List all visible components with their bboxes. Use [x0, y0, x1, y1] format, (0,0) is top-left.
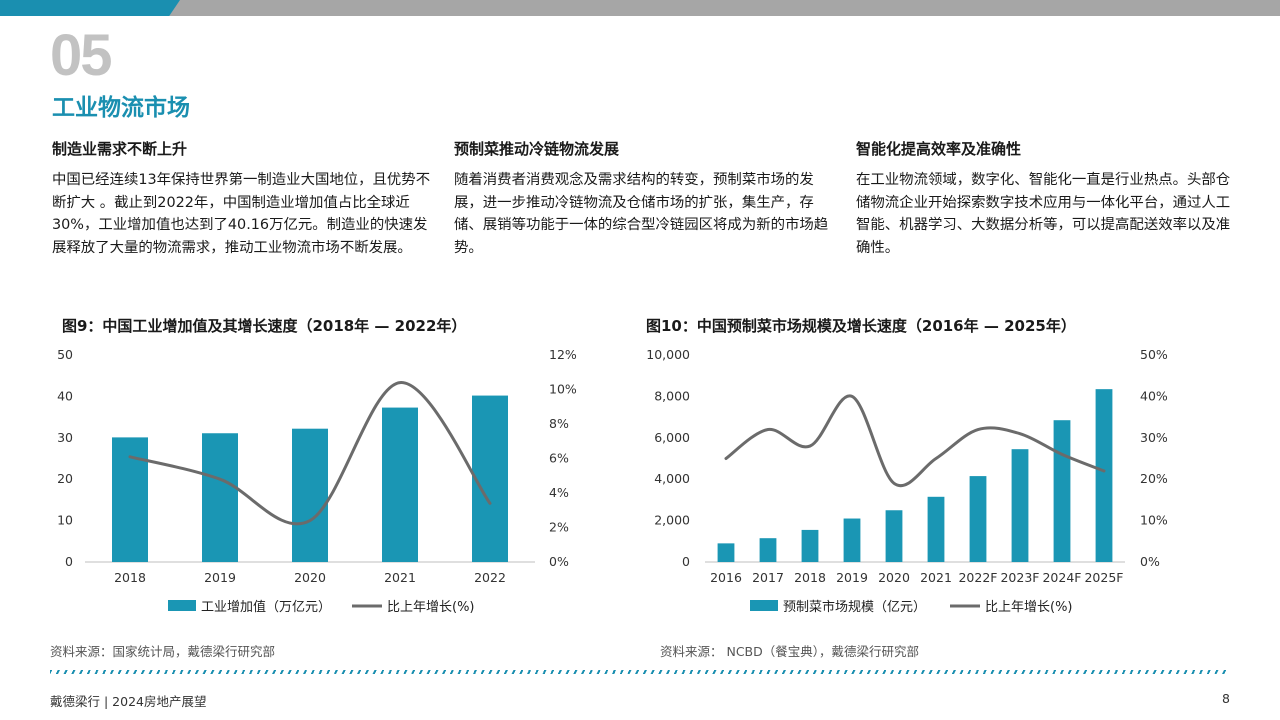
x-tick-label: 2020	[878, 570, 910, 585]
x-tick-label: 2018	[114, 570, 146, 585]
x-tick-label: 2022	[474, 570, 506, 585]
bar	[382, 407, 418, 562]
chart-title-industrial: 图9：中国工业增加值及其增长速度（2018年 — 2022年）	[62, 317, 467, 335]
column-heading: 制造业需求不断上升	[52, 140, 188, 158]
x-tick-label: 2017	[752, 570, 784, 585]
legend-bar-label: 工业增加值（万亿元）	[201, 599, 331, 615]
y-right-tick-label: 50%	[1140, 347, 1168, 362]
page-number: 8	[1222, 691, 1230, 706]
legend-line-label: 比上年增长(%)	[387, 600, 475, 615]
y-right-tick-label: 12%	[549, 347, 577, 362]
y-right-tick-label: 40%	[1140, 388, 1168, 403]
y-right-tick-label: 10%	[549, 382, 577, 397]
source-note-prepared-food: 资料来源： NCBD（餐宝典），戴德梁行研究部	[660, 644, 920, 659]
bar	[472, 395, 508, 562]
x-tick-label: 2018	[794, 570, 826, 585]
x-tick-label: 2023F	[1000, 570, 1039, 585]
y-right-tick-label: 0%	[1140, 554, 1160, 569]
y-left-tick-label: 10,000	[646, 347, 690, 362]
bar	[292, 428, 328, 562]
section-title: 工业物流市场	[52, 95, 190, 121]
x-tick-label: 2019	[836, 570, 868, 585]
growth-line	[724, 394, 1106, 488]
chart-prepared-food-market: 0 2,000 4,000 6,000 8,000 10,000 0% 10% 20% 30% 40…	[646, 347, 1168, 615]
bar	[927, 496, 945, 562]
column-heading: 预制菜推动冷链物流发展	[454, 140, 620, 158]
bar	[801, 529, 819, 562]
chart-title-prepared-food: 图10：中国预制菜市场规模及增长速度（2016年 — 2025年）	[646, 317, 1076, 335]
y-right-tick-label: 2%	[549, 520, 569, 535]
y-right-tick-label: 8%	[549, 416, 569, 431]
y-left-tick-label: 0	[682, 554, 690, 569]
bar	[1053, 420, 1071, 562]
y-left-tick-label: 4,000	[654, 471, 690, 486]
x-tick-label: 2020	[294, 570, 326, 585]
x-tick-label: 2021	[920, 570, 952, 585]
y-left-tick-label: 20	[57, 471, 73, 486]
y-right-tick-label: 6%	[549, 451, 569, 466]
y-left-tick-label: 6,000	[654, 430, 690, 445]
source-note-industrial: 资料来源：国家统计局，戴德梁行研究部	[50, 644, 276, 659]
column-body: 中国已经连续13年保持世界第一制造业大国地位，且优势不断扩大 。截止到2022年…	[52, 172, 431, 256]
y-left-tick-label: 30	[57, 430, 73, 445]
top-banner-accent	[0, 0, 180, 16]
bar	[843, 518, 861, 562]
footer-title: 戴德梁行 | 2024房地产展望	[50, 694, 207, 709]
growth-line	[128, 381, 492, 526]
x-tick-label: 2025F	[1084, 570, 1123, 585]
column-body: 在工业物流领域，数字化、智能化一直是行业热点。头部仓储物流企业开始探索数字技术应…	[856, 172, 1231, 256]
bar	[1095, 389, 1113, 562]
section-number: 05	[50, 23, 112, 88]
bar	[759, 538, 777, 562]
x-tick-label: 2021	[384, 570, 416, 585]
bar	[1011, 449, 1029, 562]
bar	[969, 476, 987, 562]
column-heading: 智能化提高效率及准确性	[856, 140, 1022, 158]
y-right-tick-label: 10%	[1140, 513, 1168, 528]
y-left-tick-label: 0	[65, 554, 73, 569]
x-tick-label: 2016	[710, 570, 742, 585]
column-cold-chain: 预制菜推动冷链物流发展 随着消费者消费观念及需求结构的转变，预制菜市场的发展，进…	[454, 138, 834, 259]
legend-bar-swatch	[750, 600, 778, 611]
dashed-divider	[50, 670, 1230, 674]
y-left-tick-label: 2,000	[654, 513, 690, 528]
y-right-tick-label: 20%	[1140, 471, 1168, 486]
bar	[717, 543, 735, 562]
bar	[202, 433, 238, 562]
x-tick-label: 2024F	[1042, 570, 1081, 585]
y-right-tick-label: 0%	[549, 554, 569, 569]
y-right-tick-label: 30%	[1140, 430, 1168, 445]
column-intelligence: 智能化提高效率及准确性 在工业物流领域，数字化、智能化一直是行业热点。头部仓储物…	[856, 138, 1236, 259]
chart-industrial-value: 0 10 20 30 40 50 0% 2% 4% 6% 8% 10% 12% 2018 2019 2020 2…	[57, 347, 577, 615]
x-tick-label: 2019	[204, 570, 236, 585]
legend-bar-swatch	[168, 600, 196, 611]
y-left-tick-label: 10	[57, 513, 73, 528]
bar	[885, 510, 903, 562]
y-left-tick-label: 8,000	[654, 388, 690, 403]
top-banner	[0, 0, 1280, 16]
x-tick-label: 2022F	[958, 570, 997, 585]
legend-line-label: 比上年增长(%)	[985, 600, 1073, 615]
y-left-tick-label: 40	[57, 388, 73, 403]
column-body: 随着消费者消费观念及需求结构的转变，预制菜市场的发展，进一步推动冷链物流及仓储市…	[454, 172, 829, 256]
column-manufacturing: 制造业需求不断上升 中国已经连续13年保持世界第一制造业大国地位，且优势不断扩大…	[52, 138, 432, 259]
legend-bar-label: 预制菜市场规模（亿元）	[783, 599, 926, 615]
y-left-tick-label: 50	[57, 347, 73, 362]
y-right-tick-label: 4%	[549, 485, 569, 500]
